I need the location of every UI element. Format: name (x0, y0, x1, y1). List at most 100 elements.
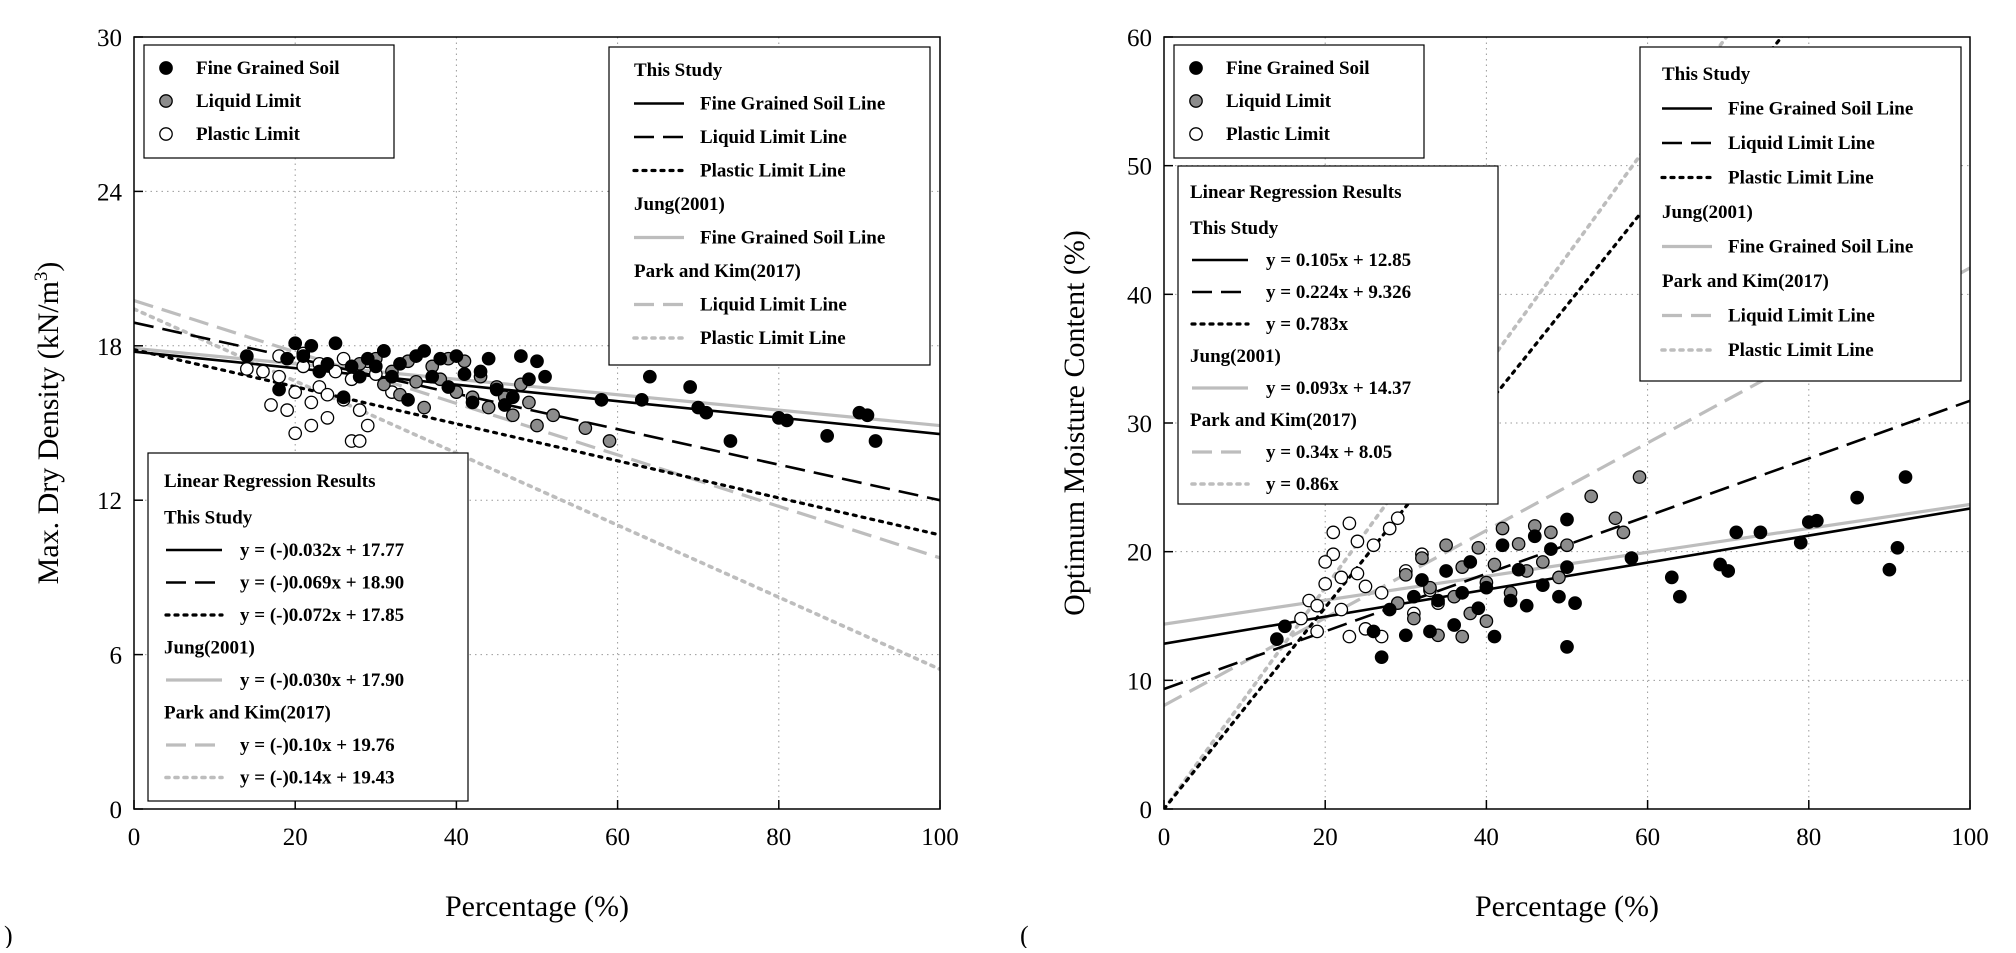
data-point-open-white (1318, 555, 1333, 569)
regression-line-solid-gray (134, 346, 940, 428)
data-point-filled-gray (1608, 511, 1623, 526)
data-point-filled-black (1398, 628, 1413, 643)
data-point-open-white (1350, 566, 1365, 581)
data-point-filled-black (1721, 564, 1736, 578)
data-point-filled-black (1278, 619, 1292, 634)
data-point-filled-black (489, 382, 504, 397)
data-point-filled-black (1382, 602, 1397, 617)
regression-equation: y = (-)0.069x + 18.90 (240, 573, 404, 594)
y-axis-label-main: Max. Dry Density (kN/m (32, 281, 65, 584)
data-point-filled-black (1560, 560, 1574, 574)
data-point-filled-black (594, 392, 609, 407)
x-tick-label: 0 (128, 824, 141, 851)
data-point-filled-black (1535, 578, 1550, 592)
axis-ticks: 0 20 40 60 80 100 0 10 20 30 40 50 60 (1127, 25, 1989, 851)
legend-marker-filled-black (159, 61, 173, 75)
y-tick-label: 24 (97, 179, 123, 206)
regression-group-heading: Park and Kim(2017) (164, 703, 331, 724)
data-point-filled-black (1447, 618, 1462, 632)
data-point-open-white (288, 385, 303, 399)
y-tick-label: 40 (1127, 282, 1152, 309)
regression-equation: y = (-)0.032x + 17.77 (240, 540, 405, 561)
y-tick-label: 0 (1140, 797, 1153, 824)
legend-group-heading: Jung(2001) (1662, 202, 1753, 223)
data-point-filled-black (1560, 512, 1574, 527)
x-tick-label: 100 (1951, 824, 1989, 851)
data-point-filled-gray (1560, 538, 1574, 553)
data-point-open-white (256, 364, 270, 379)
data-point-filled-black (683, 380, 697, 394)
legend-line-label: Plastic Limit Line (700, 161, 846, 182)
data-points (239, 336, 883, 448)
data-point-filled-gray (1511, 537, 1526, 551)
data-point-filled-black (368, 359, 383, 374)
y-axis-label-end: ) (32, 262, 65, 272)
data-point-open-white (288, 426, 303, 441)
legend-label: Liquid Limit (196, 91, 302, 112)
data-point-filled-black (1664, 570, 1679, 585)
x-axis-label: Percentage (%) (445, 890, 629, 923)
data-point-open-white (352, 434, 367, 448)
data-point-filled-black (1568, 596, 1582, 610)
data-point-open-white (1390, 511, 1405, 526)
y-tick-label: 30 (97, 25, 122, 52)
data-point-filled-black (780, 413, 794, 428)
data-point-filled-black (288, 336, 303, 351)
data-point-filled-gray (1487, 557, 1502, 572)
regression-line-dashed-black (134, 321, 940, 502)
data-point-filled-black (1753, 525, 1768, 540)
data-point-filled-black (1366, 624, 1381, 639)
data-point-open-white (1374, 585, 1389, 600)
data-point-filled-black (1890, 540, 1905, 555)
data-point-filled-black (1850, 490, 1865, 505)
data-point-filled-black (296, 349, 311, 363)
panel-label: ( (1020, 921, 1029, 948)
data-point-open-white (264, 398, 278, 412)
data-point-filled-black (1269, 632, 1284, 647)
y-tick-label: 20 (1127, 540, 1152, 567)
data-point-filled-black (634, 392, 649, 407)
legend-label: Liquid Limit (1226, 91, 1332, 112)
data-point-filled-gray (1471, 540, 1486, 555)
data-point-filled-black (1793, 535, 1808, 550)
marker-legend-items: Fine Grained Soil Liquid Limit Plastic Lim… (1189, 58, 1370, 145)
x-tick-label: 0 (1158, 824, 1171, 851)
y-tick-label: 18 (97, 334, 122, 361)
data-point-filled-gray (409, 374, 423, 389)
data-point-open-white (1350, 534, 1365, 549)
data-point-filled-black (1439, 564, 1453, 578)
data-point-filled-gray (1398, 567, 1413, 582)
data-point-filled-black (272, 382, 286, 397)
regression-box-title: Linear Regression Results (164, 471, 375, 492)
data-point-filled-black (1471, 601, 1486, 616)
data-point-filled-black (280, 351, 294, 366)
data-point-open-white (1342, 629, 1357, 644)
legend-group-heading: This Study (1662, 64, 1751, 85)
data-point-filled-black (457, 367, 472, 381)
data-point-filled-gray (530, 418, 544, 433)
regression-equation: y = 0.093x + 14.37 (1266, 378, 1412, 399)
marker-legend: Fine Grained Soil Liquid Limit Plastic Lim… (1173, 44, 1425, 159)
data-point-filled-black (1552, 589, 1566, 604)
regression-equation: y = (-)0.10x + 19.76 (240, 735, 395, 756)
data-point-filled-gray (1407, 611, 1421, 626)
legend-marker-filled-gray (1189, 94, 1203, 108)
legend-line-label: Fine Grained Soil Line (700, 94, 885, 115)
data-point-open-white (320, 411, 335, 425)
data-point-open-white (1294, 611, 1308, 626)
data-point-open-white (1342, 516, 1357, 531)
data-point-open-white (1366, 538, 1381, 553)
legend-line-label: Fine Grained Soil Line (700, 228, 885, 249)
regression-results-box: Linear Regression Results This Study y = 0… (1177, 165, 1499, 505)
data-point-filled-black (1463, 555, 1478, 569)
y-tick-label: 12 (97, 488, 122, 515)
data-point-open-white (360, 418, 375, 433)
data-point-filled-black (1527, 529, 1542, 544)
line-legend-frame (608, 46, 931, 366)
x-tick-label: 20 (283, 824, 308, 851)
x-tick-label: 80 (766, 824, 791, 851)
data-point-filled-black (1479, 580, 1494, 595)
data-point-filled-black (481, 351, 496, 366)
data-point-filled-black (820, 429, 835, 443)
